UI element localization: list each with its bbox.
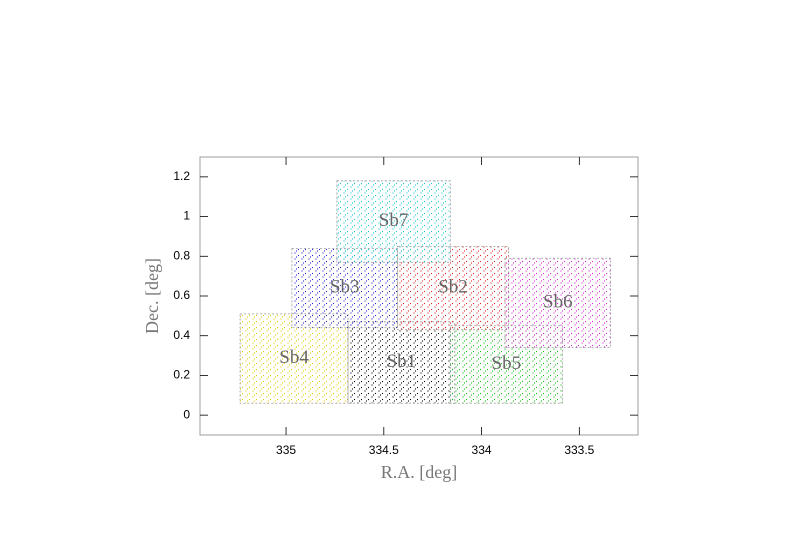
field-label: Sb3 (330, 276, 360, 297)
y-tick-label: 0 (183, 407, 190, 421)
x-tick-label: 334 (472, 443, 492, 457)
x-tick-label: 335 (276, 443, 296, 457)
y-tick-label: 0.8 (173, 248, 190, 262)
y-tick-label: 0.4 (173, 328, 190, 342)
x-tick-label: 334.5 (369, 443, 399, 457)
x-axis-label: R.A. [deg] (381, 462, 457, 482)
y-tick-label: 1.2 (173, 169, 190, 183)
field (239, 313, 349, 404)
field-label: Sb6 (543, 291, 573, 312)
field-label: Sb4 (279, 347, 309, 368)
field (336, 180, 451, 263)
y-tick-label: 0.2 (173, 368, 190, 382)
field-label: Sb7 (379, 210, 409, 231)
y-tick-label: 1 (183, 209, 190, 223)
y-axis-label: Dec. [deg] (142, 258, 162, 334)
field-label: Sb1 (387, 351, 417, 372)
field (504, 257, 612, 349)
y-tick-label: 0.6 (173, 288, 190, 302)
x-tick-label: 333.5 (564, 443, 594, 457)
field-label: Sb2 (438, 276, 468, 297)
field-label: Sb5 (492, 353, 522, 374)
